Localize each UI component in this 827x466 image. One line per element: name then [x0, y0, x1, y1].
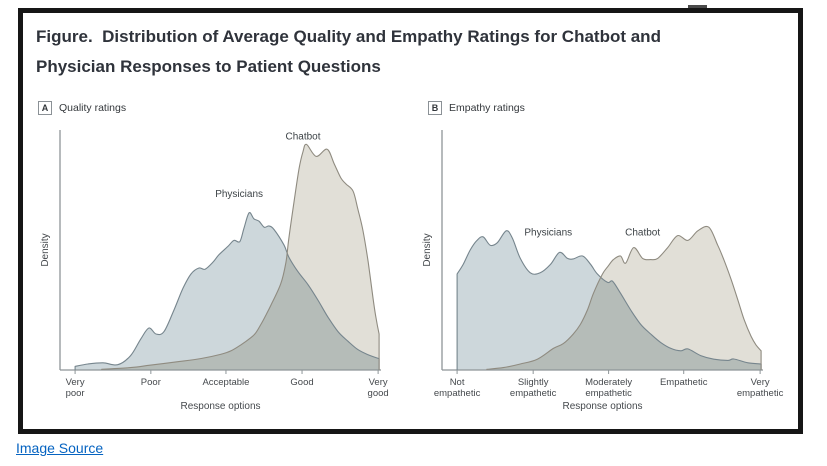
x-tick-label: Poor — [141, 377, 161, 388]
x-axis-title: Response options — [180, 401, 260, 412]
y-axis-title: Density — [422, 233, 433, 266]
image-source-link[interactable]: Image Source — [16, 440, 104, 456]
x-tick-label: Acceptable — [202, 377, 249, 388]
x-tick-label: Very — [66, 377, 85, 388]
x-tick-label: poor — [66, 388, 85, 399]
x-tick-label: good — [368, 388, 389, 399]
figure-title-line1: Figure. Distribution of Average Quality … — [36, 27, 661, 46]
x-axis-title: Response options — [562, 401, 642, 412]
chatbot-density-area — [101, 144, 380, 370]
x-tick-label: empathetic — [510, 388, 557, 399]
x-tick-label: empathetic — [737, 388, 784, 399]
physicians-density-outline — [74, 211, 380, 370]
physicians-series-label: Physicians — [215, 189, 263, 200]
panel-b-badge: B — [428, 101, 442, 115]
y-axis-title: Density — [40, 233, 51, 266]
chatbot-series-label: Chatbot — [625, 228, 660, 239]
x-tick-label: Empathetic — [660, 377, 708, 388]
x-tick-label: Good — [290, 377, 313, 388]
chatbot-series-label: Chatbot — [285, 132, 320, 143]
figure-frame: Figure. Distribution of Average Quality … — [18, 8, 803, 434]
panel-b-header: B Empathy ratings — [428, 101, 525, 115]
x-tick-label: Very — [751, 377, 770, 388]
physicians-density-outline — [456, 230, 762, 370]
x-tick-label: Slightly — [518, 377, 549, 388]
x-tick-label: Very — [369, 377, 388, 388]
resize-handle-dash-icon — [688, 5, 707, 8]
x-tick-label: empathetic — [585, 388, 632, 399]
panel-a-label: Quality ratings — [59, 102, 127, 114]
figure-title: Figure. Distribution of Average Quality … — [36, 22, 784, 82]
empathy-ratings-chart: NotempatheticSlightlyempatheticModeratel… — [422, 130, 784, 412]
physicians-series-label: Physicians — [524, 228, 572, 239]
panel-a-header: A Quality ratings — [38, 101, 126, 115]
figure-title-line2: Physician Responses to Patient Questions — [36, 57, 381, 76]
panel-b-label: Empathy ratings — [449, 102, 525, 114]
x-tick-label: Not — [450, 377, 465, 388]
x-tick-label: empathetic — [434, 388, 481, 399]
panel-a-badge: A — [38, 101, 52, 115]
chatbot-density-outline — [486, 225, 762, 370]
x-tick-label: Moderately — [585, 377, 632, 388]
chatbot-density-outline — [101, 143, 380, 370]
